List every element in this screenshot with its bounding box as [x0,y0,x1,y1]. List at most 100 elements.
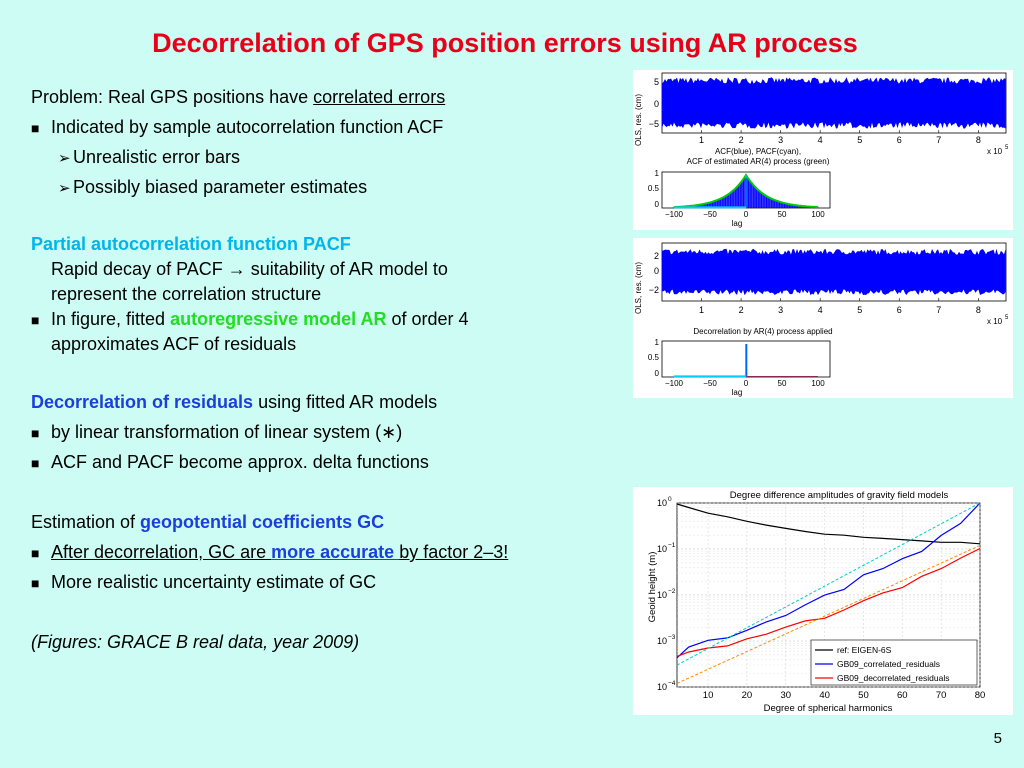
figure-correlated: OLS, res. (cm) 5 0 −5 1 2 3 4 5 6 7 8 x 10 5 AC… [633,70,1013,230]
bullet-icon: ■ [31,545,40,561]
acf-title: Decorrelation by AR(4) process applied [693,327,832,336]
x-axis-label: Degree of spherical harmonics [764,703,893,714]
series-lines [676,502,981,684]
figure-correlated-svg: OLS, res. (cm) 5 0 −5 1 2 3 4 5 6 7 8 x 10 5 AC… [634,72,1009,228]
page-number: 5 [993,730,1002,747]
bullet-icon: ■ [31,575,40,591]
x-tick-label: 2 [739,135,744,145]
x-ticks-residuals-1: 1 2 3 4 5 6 7 8 [699,130,981,145]
x-tick-label: 7 [936,305,941,315]
bullet-uncertainty-text: More realistic uncertainty estimate of G… [51,572,377,592]
x-tick-label: −100 [665,379,684,388]
problem-prefix: Problem: Real GPS positions have [31,87,314,107]
bullet-icon: ■ [31,425,40,441]
residuals-series [662,77,1006,129]
x-tick-label: 50 [858,690,869,701]
x-ticks-acf-2: −100 −50 0 50 100 [665,379,825,388]
y-tick-exponent: −2 [668,588,676,595]
bullet-ar-pre: In figure, fitted [51,309,171,329]
y-tick-label: 0 [655,369,660,378]
x-tick-label: 1 [699,135,704,145]
y-tick-label: 0 [655,200,660,209]
x-tick-label: 70 [936,690,947,701]
decorrelation-heading-post: using fitted AR models [253,392,438,412]
arrow-item-biased: ➢ Possibly biased parameter estimates [31,172,631,202]
slide-title: Decorrelation of GPS position errors usi… [152,28,858,58]
figure-decorrelated-svg: OLS, res. (cm) 2 0 −2 1 2 3 4 5 6 7 8 x 10 5 De… [634,242,1009,397]
x-tick-label: 6 [897,135,902,145]
y-axis-label: Geoid height (m) [647,552,658,623]
figure-degree-difference-svg: Degree difference amplitudes of gravity … [647,490,986,714]
acf-bars [673,173,819,209]
y-tick-label: 5 [654,77,659,87]
x-multiplier-exp: 5 [1005,145,1009,151]
bullet-accurate-post: by factor 2–3! [399,542,509,562]
xlabel-lag: lag [732,219,743,228]
acf-title-1: ACF(blue), PACF(cyan), [715,147,801,156]
x-tick-label: 50 [778,210,787,219]
bullet-acf: ■ Indicated by sample autocorrelation fun… [31,112,631,142]
bullet-uncertainty: ■ More realistic uncertainty estimate of … [31,567,631,597]
x-tick-label: 40 [819,690,830,701]
series-line [676,547,981,657]
estimation-pre: Estimation of [31,512,141,532]
x-tick-label: 5 [857,305,862,315]
legend-ref: ref: EIGEN-6S [837,645,892,655]
pacf-heading-line: Partial autocorrelation function PACF [31,232,631,257]
bullet-icon: ■ [31,455,40,471]
y-tick-label: 1 [655,338,660,347]
correlated-errors-text: correlated errors [313,87,446,107]
bullet-linear-transform: ■ by linear transformation of linear syst… [31,417,631,447]
x-tick-label: 5 [857,135,862,145]
bullet-icon: ■ [31,312,40,328]
ylabel-residuals: OLS, res. (cm) [634,94,643,146]
bullet-ar-model: ■ In figure, fitted autoregressive model … [31,307,631,332]
y-tick-label: 10 [657,498,667,508]
x-tick-label: 50 [778,379,787,388]
legend-decorrelated: GB09_decorrelated_residuals [837,673,949,683]
y-tick-label: 0.5 [648,184,660,193]
x-tick-label: 20 [742,690,753,701]
x-tick-label: 60 [897,690,908,701]
decorrelation-heading: Decorrelation of residuals [31,392,254,412]
pacf-heading: Partial autocorrelation function PACF [31,234,351,254]
y-tick-label: −5 [649,119,659,129]
x-tick-label: 100 [811,379,825,388]
residuals-series [662,248,1006,296]
y-tick-label: 0 [654,99,659,109]
x-tick-label: 8 [976,305,981,315]
pacf-text-2: represent the correlation structure [51,284,322,304]
y-tick-exponent: 0 [668,496,672,503]
x-tick-label: 0 [744,379,749,388]
x-ticks-residuals-2: 1 2 3 4 5 6 7 8 [699,298,981,315]
x-tick-label: 8 [976,135,981,145]
trend-line [676,502,981,666]
y-tick-exponent: −4 [668,680,676,687]
x-multiplier-exp: 5 [1005,315,1009,321]
x-tick-label: 10 [703,690,714,701]
x-tick-label: 4 [818,135,823,145]
bullet-delta: ■ ACF and PACF become approx. delta funct… [31,447,631,477]
x-tick-label: −100 [665,210,684,219]
arrow-item-text: Possibly biased parameter estimates [73,177,368,197]
y-tick-label: 10 [657,636,667,646]
x-tick-label: 3 [778,305,783,315]
xlabel-lag: lag [732,388,743,397]
x-tick-label: 80 [975,690,986,701]
x-tick-label: 1 [699,305,704,315]
bullet-ar-model-line2: approximates ACF of residuals [51,334,297,354]
bullet-accurate-pre: After decorrelation, GC are [51,542,272,562]
bullet-ar-post: of order 4 [386,309,469,329]
arrow-bullet-icon: ➢ [58,150,71,167]
x-ticks: 10 20 30 40 50 60 70 80 [703,690,986,701]
bullet-icon: ■ [31,120,40,136]
y-tick-label: 10 [657,544,667,554]
y-tick-exponent: −3 [668,634,676,641]
x-tick-label: 2 [739,305,744,315]
y-tick-label: 10 [657,590,667,600]
arrow-bullet-icon: ➢ [58,180,71,197]
series-line [676,502,981,659]
x-multiplier: x 10 [987,317,1003,326]
y-tick-label: 0.5 [648,353,660,362]
